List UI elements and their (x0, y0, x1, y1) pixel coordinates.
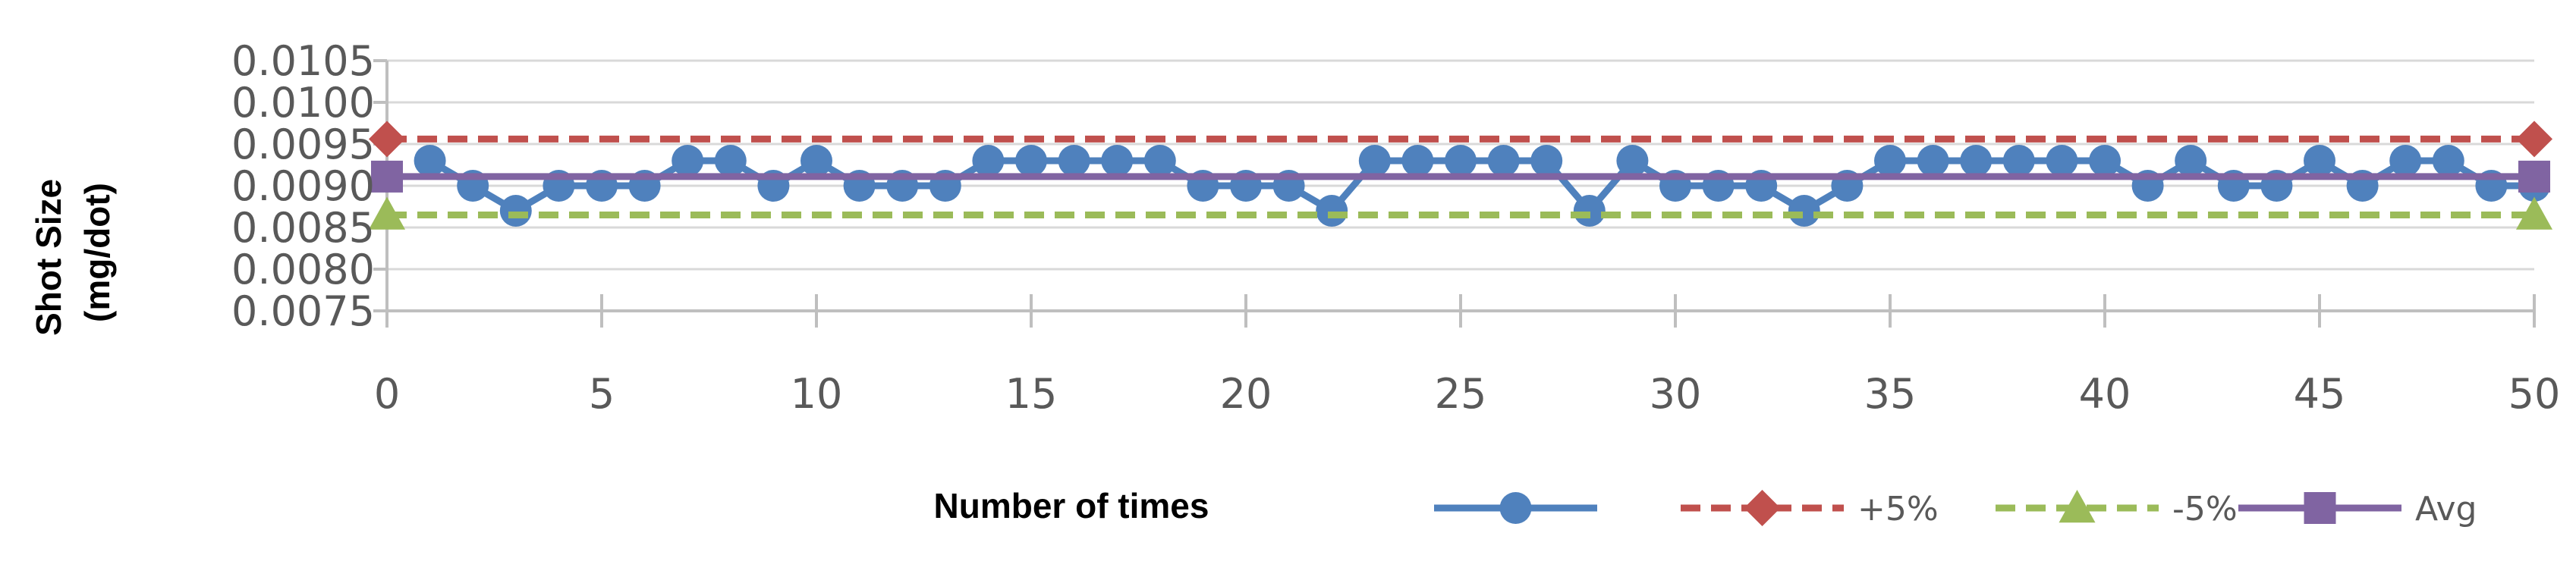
x-axis-title: Number of times (934, 486, 1209, 525)
data-point-0-17 (1143, 145, 1176, 177)
series-5 (369, 196, 2552, 230)
data-point-0-24 (1445, 145, 1477, 177)
legend-label-3: Avg (2415, 490, 2477, 528)
y-tick-label-3: 0.0090 (231, 162, 375, 210)
legend-label-2: -5% (2172, 490, 2238, 528)
data-point-0-13 (972, 145, 1005, 177)
data-point-3-0 (371, 160, 403, 193)
y-axis-title: Shot Size (mg/dot) (29, 169, 117, 336)
x-tick-label-10: 50 (2508, 370, 2561, 418)
x-tick-label-6: 30 (1650, 370, 1702, 418)
y-tick-label-2: 0.0085 (231, 204, 375, 252)
legend-item-0 (1434, 492, 1597, 524)
data-point-0-27 (1573, 195, 1606, 227)
x-tick-label-0: 0 (374, 370, 400, 418)
data-point-0-21 (1316, 195, 1348, 227)
data-point-0-7 (714, 145, 747, 177)
data-point-0-9 (800, 145, 832, 177)
tick-labels: 0 5 10 15 20 25 30 35 40 45 500.00750.00800.00850.… (231, 37, 2560, 418)
data-point-0-23 (1401, 145, 1434, 177)
data-point-1-0 (369, 121, 405, 158)
data-point-0-22 (1358, 145, 1391, 177)
y-axis-title-line-1: Shot Size (29, 179, 68, 336)
legend-item-3: Avg (2238, 490, 2477, 528)
series-Avg (371, 160, 2550, 193)
x-tick-label-2: 10 (791, 370, 843, 418)
data-point-1-1 (2516, 121, 2552, 158)
x-tick-label-3: 15 (1005, 370, 1058, 418)
data-point-0-41 (2175, 145, 2207, 177)
data-point-0-36 (1960, 145, 1993, 177)
y-tick-label-0: 0.0075 (231, 287, 375, 335)
series-5 (369, 121, 2552, 158)
data-point-0-15 (1058, 145, 1090, 177)
y-axis-title-line-2: (mg/dot) (77, 183, 117, 322)
data-point-0-46 (2389, 145, 2422, 177)
legend-swatch-marker-0 (1499, 492, 1532, 524)
data-point-2-1 (2516, 196, 2552, 230)
x-tick-label-9: 45 (2294, 370, 2346, 418)
data-point-0-34 (1874, 145, 1906, 177)
y-tick-label-4: 0.0095 (231, 121, 375, 168)
x-tick-label-8: 40 (2079, 370, 2131, 418)
data-point-0-28 (1616, 145, 1649, 177)
legend-label-1: +5% (1857, 490, 1939, 528)
x-tick-label-4: 20 (1220, 370, 1272, 418)
data-point-0-25 (1487, 145, 1520, 177)
data-point-0-16 (1101, 145, 1134, 177)
data-point-0-39 (2089, 145, 2121, 177)
data-point-0-14 (1015, 145, 1047, 177)
series-layer (369, 121, 2552, 230)
gridlines (387, 59, 2534, 312)
data-point-0-47 (2432, 145, 2464, 177)
data-point-0-26 (1530, 145, 1563, 177)
data-point-0-38 (2046, 145, 2078, 177)
data-point-0-44 (2304, 145, 2335, 177)
data-point-2-0 (369, 196, 405, 230)
legend-swatch-marker-3 (2304, 492, 2336, 524)
data-point-0-37 (2002, 145, 2035, 177)
axes (373, 59, 2536, 328)
x-tick-label-7: 35 (1864, 370, 1917, 418)
data-point-0-2 (499, 195, 532, 227)
legend-item-2: -5% (1996, 490, 2238, 528)
data-point-3-1 (2518, 160, 2550, 193)
legend-swatch-marker-2 (2059, 490, 2096, 523)
legend-swatch-marker-1 (1744, 490, 1781, 526)
y-tick-label-6: 0.0105 (231, 37, 375, 85)
y-tick-label-1: 0.0080 (231, 246, 375, 293)
legend-item-1: +5% (1681, 490, 1939, 528)
x-tick-label-1: 5 (589, 370, 615, 418)
y-tick-label-5: 0.0100 (231, 79, 375, 127)
data-point-0-6 (672, 145, 704, 177)
data-point-0-35 (1917, 145, 1949, 177)
x-tick-label-5: 25 (1435, 370, 1487, 418)
data-point-0-32 (1788, 195, 1820, 227)
data-point-0-0 (414, 145, 446, 177)
legend: +5% -5% Avg (1434, 490, 2477, 528)
